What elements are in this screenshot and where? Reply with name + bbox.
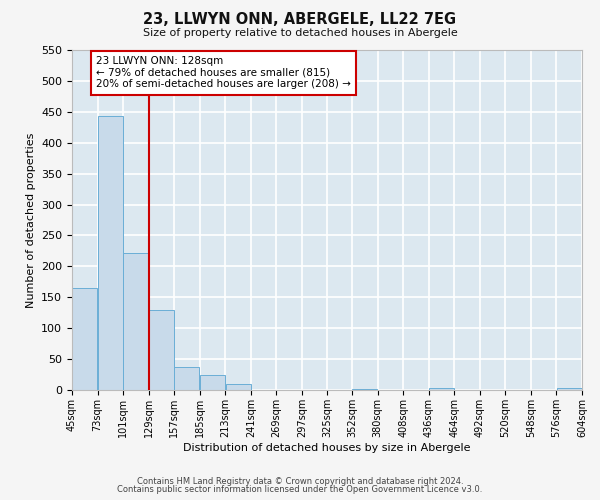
Bar	[557, 388, 582, 390]
Bar	[124, 253, 148, 390]
Text: Contains public sector information licensed under the Open Government Licence v3: Contains public sector information licen…	[118, 485, 482, 494]
Bar	[72, 288, 97, 390]
Y-axis label: Number of detached properties: Number of detached properties	[26, 132, 35, 308]
Bar	[149, 310, 174, 390]
X-axis label: Distribution of detached houses by size in Abergele: Distribution of detached houses by size …	[183, 442, 471, 452]
Text: 23, LLWYN ONN, ABERGELE, LL22 7EG: 23, LLWYN ONN, ABERGELE, LL22 7EG	[143, 12, 457, 28]
Text: Size of property relative to detached houses in Abergele: Size of property relative to detached ho…	[143, 28, 457, 38]
Bar	[226, 384, 251, 390]
Text: Contains HM Land Registry data © Crown copyright and database right 2024.: Contains HM Land Registry data © Crown c…	[137, 477, 463, 486]
Text: 23 LLWYN ONN: 128sqm
← 79% of detached houses are smaller (815)
20% of semi-deta: 23 LLWYN ONN: 128sqm ← 79% of detached h…	[96, 56, 350, 90]
Bar	[200, 374, 225, 390]
Bar	[429, 388, 454, 390]
Bar	[175, 367, 199, 390]
Bar	[98, 116, 123, 390]
